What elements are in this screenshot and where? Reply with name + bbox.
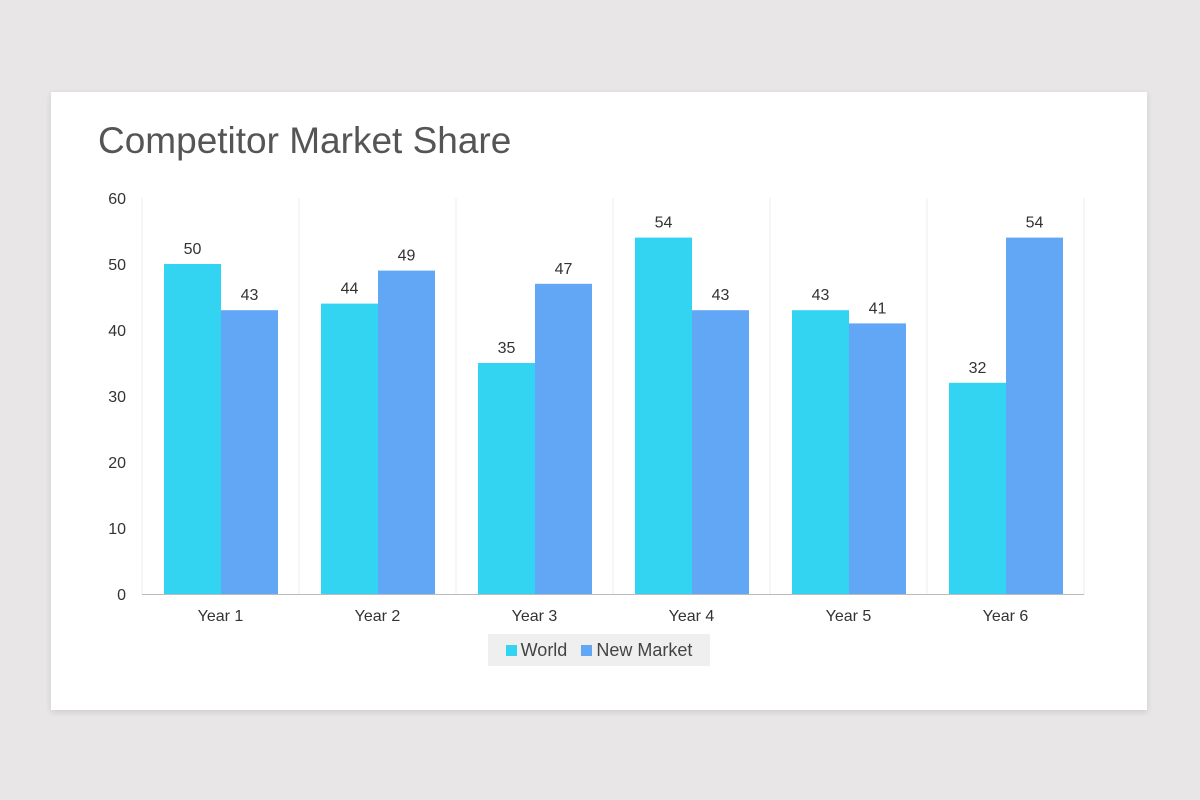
chart-title: Competitor Market Share bbox=[98, 120, 512, 161]
data-label: 43 bbox=[712, 287, 730, 304]
x-tick-label: Year 5 bbox=[826, 608, 872, 625]
x-tick-label: Year 1 bbox=[198, 608, 244, 625]
data-label: 35 bbox=[498, 340, 516, 357]
legend-label: New Market bbox=[596, 639, 693, 660]
data-label: 43 bbox=[241, 287, 259, 304]
data-label: 41 bbox=[869, 300, 887, 317]
y-tick-label: 20 bbox=[108, 455, 126, 472]
x-tick-label: Year 4 bbox=[669, 608, 715, 625]
bar-world bbox=[792, 310, 849, 594]
data-label: 50 bbox=[184, 241, 202, 258]
bar-new-market bbox=[535, 283, 592, 594]
x-tick-label: Year 6 bbox=[983, 608, 1029, 625]
legend-item-world: World bbox=[505, 639, 568, 661]
y-tick-label: 40 bbox=[108, 323, 126, 340]
y-tick-label: 30 bbox=[108, 389, 126, 406]
legend-swatch-new-market bbox=[581, 644, 593, 656]
legend-label: World bbox=[520, 639, 568, 660]
data-label: 54 bbox=[655, 215, 673, 232]
x-tick-label: Year 2 bbox=[355, 608, 401, 625]
data-label: 47 bbox=[555, 261, 573, 278]
bar-world bbox=[635, 237, 692, 594]
bar-new-market bbox=[849, 323, 906, 594]
legend-item-new-market: New Market bbox=[581, 640, 692, 661]
data-label: 54 bbox=[1026, 215, 1044, 232]
y-tick-label: 60 bbox=[108, 191, 126, 208]
y-tick-label: 50 bbox=[108, 257, 126, 274]
bar-new-market bbox=[692, 310, 749, 594]
data-label: 43 bbox=[812, 287, 830, 304]
bar-world bbox=[949, 382, 1006, 594]
bar-new-market bbox=[378, 270, 435, 594]
bar-world bbox=[321, 303, 378, 594]
bar-new-market bbox=[1006, 237, 1063, 594]
y-tick-label: 0 bbox=[117, 587, 126, 604]
data-label: 32 bbox=[969, 360, 987, 377]
bar-world bbox=[478, 363, 535, 594]
bar-world bbox=[164, 264, 221, 594]
y-tick-label: 10 bbox=[108, 521, 126, 538]
data-label: 44 bbox=[341, 281, 359, 298]
x-tick-label: Year 3 bbox=[512, 608, 558, 625]
legend-swatch-world bbox=[505, 644, 517, 656]
bar-new-market bbox=[221, 310, 278, 594]
legend: World New Market bbox=[488, 634, 710, 666]
data-label: 49 bbox=[398, 248, 416, 265]
